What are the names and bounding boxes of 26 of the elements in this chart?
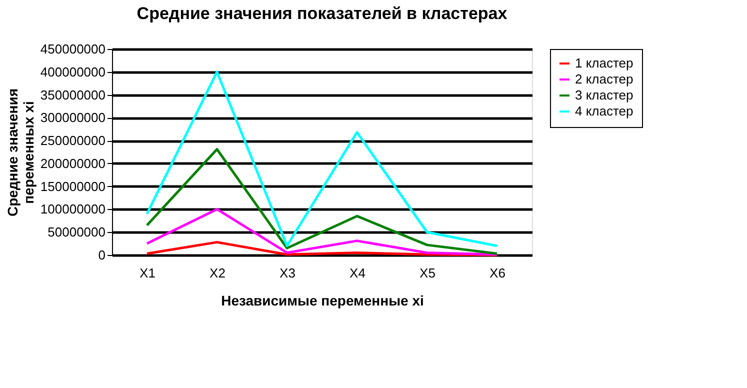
- y-tick-label: 400000000: [40, 64, 106, 80]
- x-tick-label: X3: [280, 266, 296, 280]
- line-series: [146, 208, 498, 256]
- y-tick-label: 450000000: [40, 42, 106, 56]
- y-tick-label: 200000000: [40, 156, 106, 171]
- y-tick-label: 150000000: [40, 178, 106, 194]
- x-tick-label: X4: [350, 266, 366, 280]
- x-tick-label: X1: [140, 266, 156, 280]
- x-tick-label: X2: [210, 266, 226, 280]
- chart-title: Средние значения показателей в кластерах: [136, 4, 508, 23]
- y-tick-label: 0: [98, 248, 106, 262]
- y-axis-title: Средние значения переменных xi: [4, 88, 36, 217]
- x-axis-title: Независимые переменные xi: [221, 292, 424, 308]
- x-tick-label: X5: [420, 266, 436, 280]
- y-tick-label: 100000000: [40, 202, 106, 217]
- legend-label: 3 кластер: [575, 88, 634, 102]
- legend-label: 4 кластер: [575, 104, 634, 118]
- legend-label: 1 кластер: [575, 56, 634, 70]
- line-series: [146, 148, 498, 255]
- y-tick-label: 300000000: [40, 110, 106, 126]
- legend-label: 2 кластер: [575, 72, 634, 86]
- x-tick-label: X6: [490, 266, 506, 280]
- y-tick-label: 350000000: [40, 87, 106, 102]
- line-series: [146, 70, 498, 248]
- y-tick-label: 250000000: [40, 133, 106, 148]
- y-tick-label: 50000000: [48, 224, 106, 240]
